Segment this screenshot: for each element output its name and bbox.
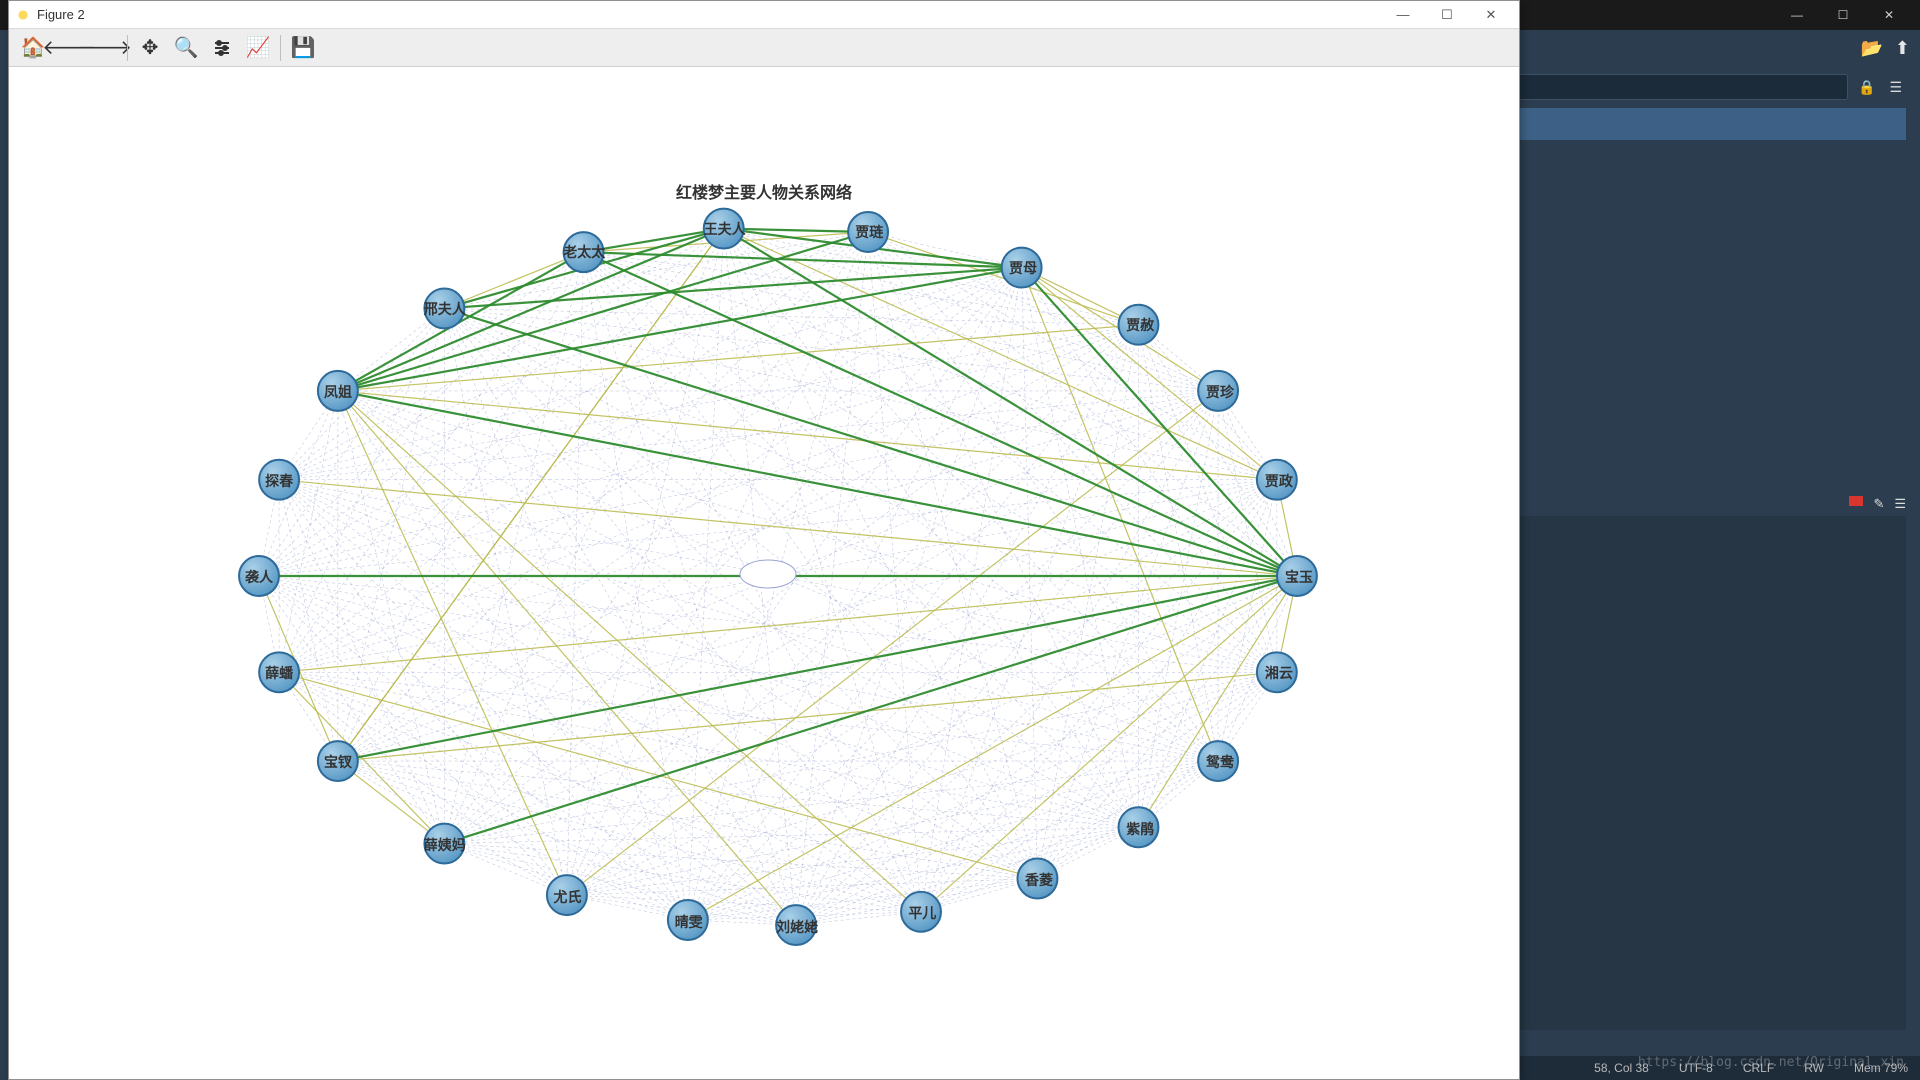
figure-minimize-button[interactable]: —	[1381, 1, 1425, 29]
ide-minimize-button[interactable]: —	[1774, 0, 1820, 30]
figure-app-icon	[15, 7, 31, 23]
edit-icon[interactable]: ✎	[1873, 496, 1884, 512]
axes-icon[interactable]: 📈	[240, 30, 276, 66]
toolbar-separator	[127, 35, 128, 61]
figure-window: Figure 2 — ☐ ✕ 🏠 🡐 🡒 ✥ 🔍 📈 💾 红楼梦主要人物关系网络…	[8, 0, 1520, 1080]
figure-maximize-button[interactable]: ☐	[1425, 1, 1469, 29]
ide-close-button[interactable]: ✕	[1866, 0, 1912, 30]
forward-icon[interactable]: 🡒	[87, 30, 123, 66]
lock-icon[interactable]: 🔒	[1854, 79, 1879, 96]
figure-close-button[interactable]: ✕	[1469, 1, 1513, 29]
watermark-text: https://blog.csdn.net/Original_xin	[1638, 1055, 1904, 1070]
console-header-icons: ✎ ☰	[1849, 496, 1906, 512]
hamburger-icon[interactable]: ☰	[1885, 79, 1906, 96]
menu-icon[interactable]: ☰	[1894, 496, 1906, 512]
ide-top-toolbar: 📂 ⬆	[1860, 38, 1910, 59]
toolbar-separator	[280, 35, 281, 61]
figure-toolbar: 🏠 🡐 🡒 ✥ 🔍 📈 💾	[9, 29, 1519, 67]
upload-icon[interactable]: ⬆	[1895, 38, 1910, 59]
network-svg	[9, 67, 1519, 1079]
save-icon[interactable]: 💾	[285, 30, 321, 66]
figure-title: Figure 2	[37, 7, 85, 22]
pan-icon[interactable]: ✥	[132, 30, 168, 66]
stop-icon[interactable]	[1849, 496, 1863, 506]
figure-titlebar[interactable]: Figure 2 — ☐ ✕	[9, 1, 1519, 29]
zoom-icon[interactable]: 🔍	[168, 30, 204, 66]
figure-canvas[interactable]: 红楼梦主要人物关系网络 王夫人贾琏贾母贾赦贾珍贾政宝玉湘云鸳鸯紫鹃香菱平儿刘姥姥…	[9, 67, 1519, 1079]
folder-open-icon[interactable]: 📂	[1860, 38, 1882, 59]
configure-icon[interactable]	[204, 30, 240, 66]
ide-maximize-button[interactable]: ☐	[1820, 0, 1866, 30]
